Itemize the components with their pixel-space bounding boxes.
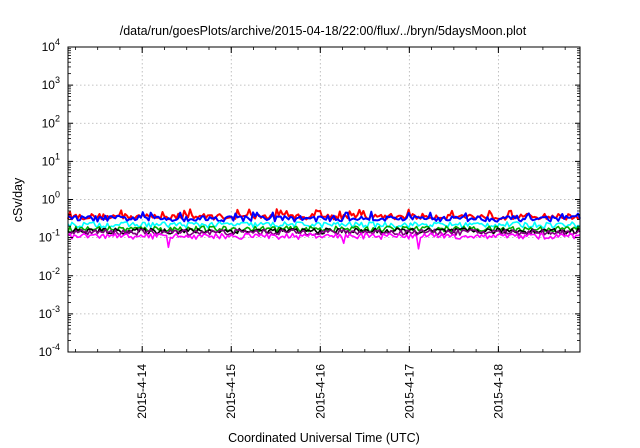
x-tick-label: 2015-4-17 bbox=[402, 364, 416, 419]
series-lines bbox=[67, 208, 581, 250]
y-tick-label: 10-3 bbox=[39, 304, 60, 321]
chart-title: /data/run/goesPlots/archive/2015-04-18/2… bbox=[120, 24, 527, 38]
y-tick-label: 104 bbox=[42, 37, 60, 54]
y-tick-label: 10-4 bbox=[39, 342, 60, 359]
x-axis: 2015-4-14 2015-4-15 2015-4-16 2015-4-17 2015… bbox=[75, 47, 566, 419]
y-tick-label: 10-2 bbox=[39, 266, 60, 283]
x-tick-label: 2015-4-15 bbox=[224, 364, 238, 419]
y-axis-label: cSv/day bbox=[11, 177, 25, 222]
series-line bbox=[67, 232, 581, 250]
x-axis-label: Coordinated Universal Time (UTC) bbox=[228, 431, 420, 445]
grid-lines bbox=[68, 46, 580, 353]
y-tick-label: 10-1 bbox=[39, 228, 60, 245]
series-line bbox=[67, 221, 581, 229]
y-tick-label: 103 bbox=[42, 75, 60, 92]
y-tick-label: 100 bbox=[42, 190, 60, 207]
series-line bbox=[67, 210, 581, 223]
x-tick-label: 2015-4-18 bbox=[491, 364, 505, 419]
y-axis: 104 103 102 101 100 10-1 10-2 10-3 10-4 bbox=[39, 37, 580, 359]
y-tick-label: 102 bbox=[42, 113, 60, 130]
y-tick-label: 101 bbox=[42, 151, 60, 168]
x-tick-label: 2015-4-16 bbox=[313, 364, 327, 419]
x-tick-label: 2015-4-14 bbox=[135, 364, 149, 419]
series-line bbox=[67, 228, 581, 236]
